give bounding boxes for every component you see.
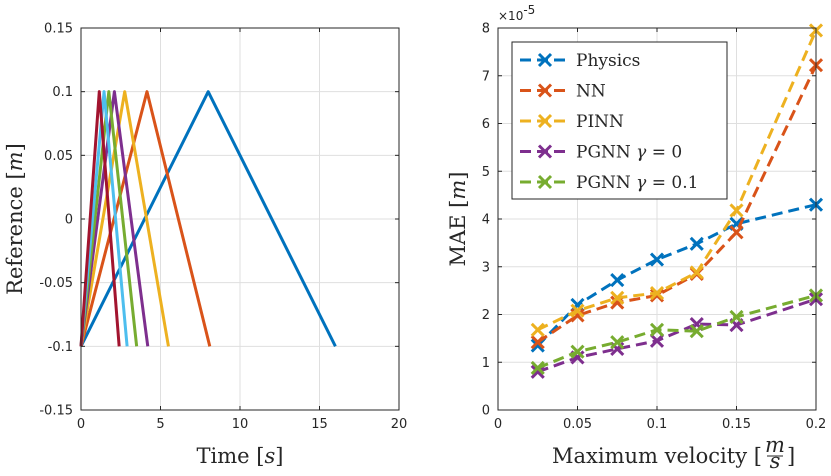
- data-point-marker: [729, 225, 744, 240]
- reference-line-v=0.025: [79, 90, 337, 348]
- legend-marker: [537, 113, 553, 129]
- data-point-marker: [530, 338, 545, 353]
- reference-line-v=0.15: [79, 90, 129, 347]
- x-tick-label: 0: [77, 417, 85, 432]
- data-point-marker: [610, 273, 625, 288]
- data-point-marker: [610, 335, 625, 350]
- right-x-unit-fraction: m s ]: [765, 433, 795, 473]
- legend-entry: PGNN γ = 0: [520, 143, 682, 163]
- data-point-marker: [570, 297, 585, 313]
- reference-line-v=0.125: [79, 90, 139, 347]
- legend-marker: [537, 144, 553, 159]
- left-x-axis-label: Time [s]: [197, 444, 284, 468]
- y-tick-label: 0.05: [44, 149, 73, 164]
- y-tick-label: 6: [482, 117, 490, 132]
- x-tick-label: 0.1: [647, 417, 668, 432]
- y-tick-label: 0.1: [52, 85, 73, 100]
- x-tick-label: 0.2: [806, 417, 827, 432]
- y-tick-label: 0: [482, 404, 490, 419]
- y-tick-label: 4: [482, 213, 490, 228]
- data-point-marker: [689, 265, 704, 280]
- legend-label: Physics: [576, 51, 640, 71]
- y-tick-label: 1: [482, 356, 490, 371]
- legend: Physics NN PINN PGNN γ = 0 PGNN γ = 0.1: [511, 41, 728, 200]
- legend-label: PGNN γ = 0: [576, 143, 682, 163]
- left-y-ticks: -0.15 -0.1 -0.05 0 0.05 0.1 0.15: [39, 22, 399, 419]
- reference-line-v=0.05: [79, 90, 212, 347]
- data-point-marker: [530, 360, 545, 376]
- x-tick-label: 0.05: [563, 417, 592, 432]
- y-tick-label: 0.15: [44, 22, 73, 37]
- data-point-marker: [649, 288, 665, 303]
- data-point-marker: [649, 285, 665, 301]
- data-point-marker: [689, 324, 704, 339]
- y-tick-label: 2: [482, 308, 490, 323]
- data-point-marker: [729, 309, 744, 324]
- right-x-axis-label: Maximum velocity [: [552, 444, 762, 468]
- legend-entry: PINN: [520, 112, 624, 132]
- right-y-axis-label: MAE [m]: [446, 171, 470, 266]
- data-point-marker: [729, 203, 744, 218]
- data-point-marker: [649, 252, 665, 267]
- reference-line-v=0.1: [79, 90, 150, 347]
- data-point-marker: [530, 335, 545, 350]
- data-point-marker: [610, 290, 625, 305]
- data-point-marker: [649, 322, 665, 337]
- left-panel: 0 5 10 15 20 -0.15 -0.1 -0.05 0 0.05 0.1 0.15 Time…: [3, 22, 407, 469]
- x-tick-label: 5: [156, 417, 164, 432]
- legend-entries: Physics NN PINN PGNN γ = 0 PGNN γ = 0.1: [520, 51, 698, 193]
- right-y-ticks: 0 1 2 3 4 5 6 7 8: [482, 22, 816, 419]
- series-pgnn-gamma-0-1: [530, 288, 824, 376]
- unit-numerator: m: [765, 433, 785, 457]
- legend-label: PINN: [576, 112, 624, 132]
- left-plot-area: 0 5 10 15 20 -0.15 -0.1 -0.05 0 0.05 0.1 0.15: [39, 22, 407, 433]
- right-panel: 0 0.05 0.1 0.15 0.2 0 1 2 3 4 5 6 7 8 ×10-5 Maximum …: [446, 3, 826, 473]
- y-tick-label: 3: [482, 260, 490, 275]
- data-point-marker: [570, 303, 585, 318]
- legend-marker: [537, 52, 553, 68]
- x-tick-label: 15: [311, 417, 328, 432]
- data-point-marker: [530, 322, 545, 337]
- data-point-marker: [689, 236, 704, 251]
- x-tick-label: 0.15: [722, 417, 751, 432]
- legend-entry: PGNN γ = 0.1: [520, 173, 698, 193]
- left-x-ticks: 0 5 10 15 20: [77, 28, 407, 432]
- legend-marker: [537, 83, 553, 98]
- y-tick-label: 8: [482, 22, 490, 37]
- right-x-ticks: 0 0.05 0.1 0.15 0.2: [494, 28, 826, 432]
- x-tick-label: 20: [391, 417, 408, 432]
- unit-close-bracket: ]: [787, 444, 795, 468]
- left-y-axis-label: Reference [m]: [3, 143, 27, 295]
- y-tick-label: -0.1: [48, 340, 73, 355]
- legend-entry: NN: [520, 82, 606, 102]
- legend-label: PGNN γ = 0.1: [576, 173, 698, 193]
- legend-marker: [537, 174, 553, 190]
- y-tick-label: 7: [482, 69, 490, 84]
- y-tick-label: 0: [65, 213, 73, 228]
- x-tick-label: 0: [494, 417, 502, 432]
- y-tick-label: -0.05: [39, 276, 73, 291]
- x-tick-label: 10: [232, 417, 249, 432]
- y-tick-label: 5: [482, 165, 490, 180]
- right-y-exponent: ×10-5: [498, 3, 535, 23]
- data-point-marker: [649, 333, 665, 348]
- data-point-marker: [570, 344, 585, 359]
- legend-entry: Physics: [520, 51, 640, 71]
- y-tick-label: -0.15: [39, 404, 73, 419]
- legend-label: NN: [576, 82, 606, 102]
- reference-line-v=0.2: [79, 90, 121, 347]
- unit-denominator: s: [770, 449, 781, 473]
- reference-line-v=0.075: [79, 90, 170, 347]
- left-series: [79, 90, 337, 348]
